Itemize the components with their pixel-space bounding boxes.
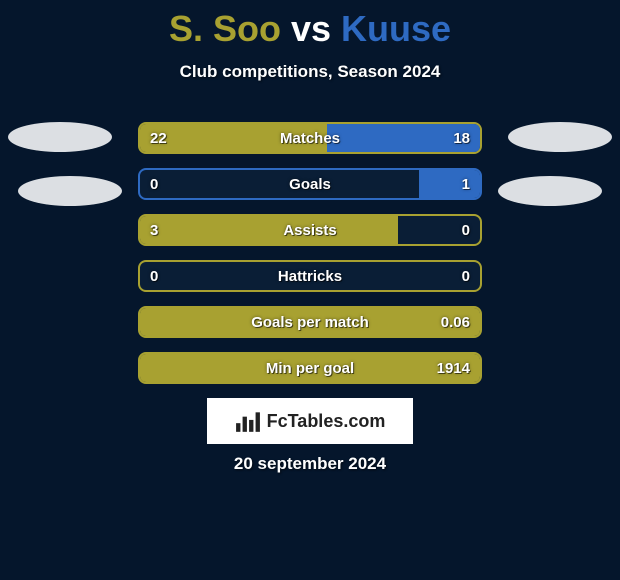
player1-avatar-top [8,122,112,152]
stat-label: Matches [140,124,480,152]
header: S. Soo vs Kuuse Club competitions, Seaso… [0,0,620,82]
stat-label: Assists [140,216,480,244]
stat-label: Hattricks [140,262,480,290]
player1-name: S. Soo [169,8,281,49]
stat-row: Goals per match0.06 [138,306,482,338]
stat-value-right: 1914 [437,354,470,382]
branding-text: FcTables.com [267,411,386,432]
subtitle: Club competitions, Season 2024 [0,62,620,82]
footer-date: 20 september 2024 [0,454,620,474]
player2-avatar-top [508,122,612,152]
stat-row: Min per goal1914 [138,352,482,384]
comparison-title: S. Soo vs Kuuse [169,8,451,50]
stat-row: 3Assists0 [138,214,482,246]
stat-bars: 22Matches180Goals13Assists00Hattricks0Go… [138,122,482,398]
stat-label: Goals [140,170,480,198]
stat-label: Min per goal [140,354,480,382]
stat-value-right: 18 [453,124,470,152]
stat-row: 0Goals1 [138,168,482,200]
stat-label: Goals per match [140,308,480,336]
bars-icon [235,410,261,432]
stat-row: 22Matches18 [138,122,482,154]
vs-text: vs [291,8,331,49]
player1-avatar-bottom [18,176,122,206]
branding-badge: FcTables.com [207,398,413,444]
stat-value-right: 1 [462,170,470,198]
stat-value-right: 0.06 [441,308,470,336]
player2-avatar-bottom [498,176,602,206]
stat-value-right: 0 [462,216,470,244]
stat-value-right: 0 [462,262,470,290]
player2-name: Kuuse [341,8,451,49]
stat-row: 0Hattricks0 [138,260,482,292]
